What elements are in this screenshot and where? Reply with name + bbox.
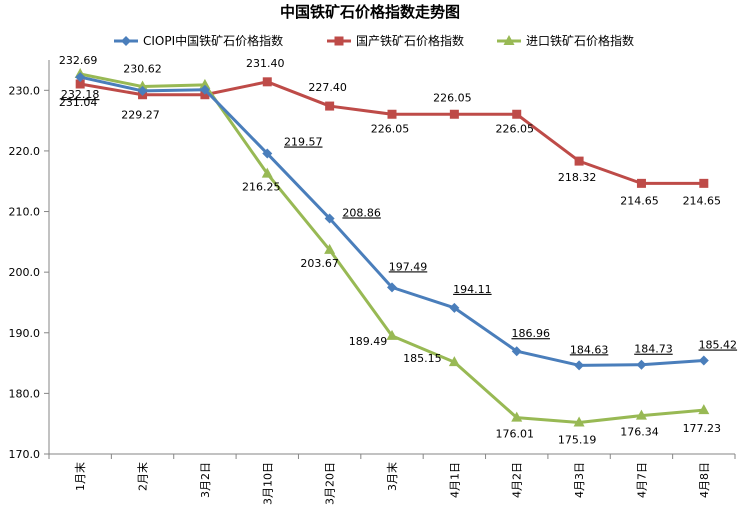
data-point (635, 409, 647, 420)
data-label: 232.69 (59, 54, 98, 67)
data-point (199, 84, 210, 95)
data-point (75, 79, 85, 89)
series-line (79, 75, 704, 367)
data-label: 229.27 (121, 109, 160, 122)
data-label: 226.05 (371, 122, 410, 135)
data-label: 203.67 (300, 257, 339, 270)
y-tick-label: 220.0 (9, 145, 41, 158)
data-label: 208.86 (342, 206, 381, 219)
data-labels: 232.18 219.57 208.86 197.49 194.11 186.96 184.… (59, 54, 737, 447)
data-label: 197.49 (389, 260, 428, 273)
x-tick-label: 4月2日 (511, 462, 524, 498)
data-label: 176.34 (620, 426, 659, 439)
data-label: 185.15 (403, 352, 442, 365)
data-point (574, 156, 584, 166)
data-point (262, 77, 272, 87)
data-point (511, 346, 522, 357)
data-point (137, 80, 149, 91)
data-point (574, 360, 585, 371)
data-point (698, 404, 710, 415)
data-point (75, 72, 86, 83)
y-tick-label: 190.0 (9, 327, 41, 340)
data-label: 227.40 (308, 81, 347, 94)
y-tick-label: 170.0 (9, 448, 41, 461)
data-label: 231.40 (246, 57, 285, 70)
data-label: 214.65 (683, 194, 722, 207)
legend: CIOPI中国铁矿石价格指数 国产铁矿石价格指数 进口铁矿石价格指数 (114, 33, 634, 48)
data-label: 230.62 (123, 63, 162, 76)
data-label: 177.23 (683, 422, 722, 435)
data-point (387, 282, 397, 293)
data-label: 216.25 (242, 181, 281, 194)
data-label: 218.32 (558, 171, 597, 184)
legend-item: 国产铁矿石价格指数 (327, 33, 464, 48)
data-point (261, 167, 273, 178)
legend-item: 进口铁矿石价格指数 (497, 33, 634, 48)
data-point (121, 36, 131, 46)
data-point (449, 109, 459, 119)
x-tick-label: 4月3日 (573, 462, 586, 498)
data-label: 175.19 (558, 434, 597, 447)
data-label: 186.96 (511, 327, 550, 340)
x-tick-label: 4月8日 (698, 462, 711, 498)
x-tick-label: 4月7日 (635, 462, 648, 498)
legend-label: 国产铁矿石价格指数 (356, 33, 464, 48)
series-layer (74, 68, 710, 427)
data-point (325, 101, 335, 111)
data-label: 226.05 (495, 122, 534, 135)
data-point (512, 109, 522, 119)
chart-title: 中国铁矿石价格指数走势图 (280, 3, 460, 21)
data-point (386, 329, 398, 340)
y-tick-label: 230.0 (9, 84, 41, 97)
data-label: 189.49 (349, 335, 388, 348)
data-point (448, 356, 460, 367)
x-tick-label: 3月20日 (324, 462, 337, 505)
data-label: 226.05 (433, 91, 472, 104)
data-point (324, 243, 336, 254)
data-point (573, 416, 585, 427)
data-point (511, 411, 523, 422)
data-label: 176.01 (495, 428, 534, 441)
data-label: 219.57 (284, 136, 323, 149)
data-point (137, 85, 148, 96)
data-point (698, 355, 709, 366)
data-label: 184.63 (570, 343, 609, 356)
data-point (387, 109, 397, 119)
data-label: 194.11 (453, 283, 492, 296)
data-label: 231.04 (59, 96, 98, 109)
legend-item: CIOPI中国铁矿石价格指数 (114, 33, 283, 48)
x-tick-label: 1月末 (73, 462, 87, 491)
x-tick-label: 3月10日 (261, 462, 274, 505)
data-label: 184.73 (634, 343, 673, 356)
x-tick-label: 3月2日 (199, 462, 212, 498)
y-tick-label: 200.0 (9, 266, 41, 279)
axes: 170.0 180.0 190.0 200.0 210.0 220.0 230.0 1月末 2月… (9, 60, 736, 505)
data-point (200, 90, 210, 100)
y-tick-label: 210.0 (9, 206, 41, 219)
data-label: 214.65 (620, 194, 659, 207)
data-point (199, 78, 211, 89)
series-0 (75, 72, 709, 371)
data-point (334, 36, 344, 46)
x-tick-label: 3月末 (385, 462, 399, 491)
data-point (503, 35, 515, 45)
x-tick-label: 4月1日 (448, 462, 461, 498)
x-tick-label: 2月末 (136, 462, 150, 491)
legend-label: 进口铁矿石价格指数 (526, 33, 634, 48)
data-point (636, 359, 647, 370)
data-point (262, 148, 273, 159)
data-point (324, 213, 335, 224)
data-point (636, 178, 646, 188)
data-label: 232.18 (61, 88, 100, 101)
data-point (699, 178, 709, 188)
legend-label: CIOPI中国铁矿石价格指数 (143, 33, 283, 48)
y-tick-label: 180.0 (9, 387, 41, 400)
data-point (449, 302, 460, 313)
data-label: 185.42 (699, 339, 738, 352)
